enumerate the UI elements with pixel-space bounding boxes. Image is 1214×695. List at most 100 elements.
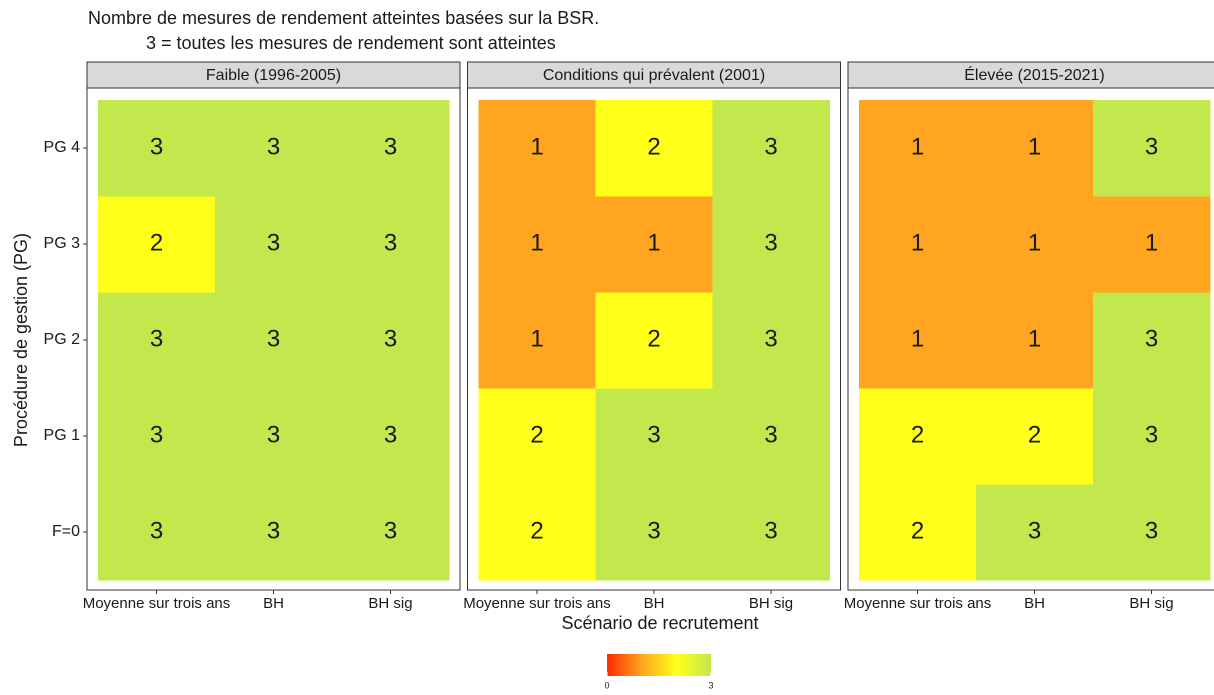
cell-label: 3 <box>150 133 163 160</box>
x-tick-label: Moyenne sur trois ans <box>463 595 611 612</box>
heatmap-cell <box>976 196 1094 293</box>
heatmap-cell <box>595 484 713 581</box>
heatmap-cell <box>215 292 333 389</box>
heatmap-cell <box>1093 484 1211 581</box>
x-tick-label: BH <box>644 595 665 612</box>
cell-label: 1 <box>530 229 543 256</box>
y-axis-title: Procédure de gestion (PG) <box>11 233 31 447</box>
y-tick-label: F=0 <box>52 523 80 540</box>
heatmap-cell <box>98 196 216 293</box>
cell-label: 2 <box>911 421 924 448</box>
cell-label: 3 <box>764 133 777 160</box>
heatmap-cell <box>712 484 830 581</box>
cell-label: 3 <box>647 517 660 544</box>
heatmap-cell <box>332 484 450 581</box>
heatmap-cell <box>478 292 596 389</box>
x-tick-label: Moyenne sur trois ans <box>844 595 992 612</box>
cell-label: 3 <box>267 133 280 160</box>
facet-strip <box>467 61 841 89</box>
heatmap-cell <box>215 196 333 293</box>
heatmap-cell <box>215 388 333 485</box>
facet-label: Conditions qui prévalent (2001) <box>543 67 765 84</box>
heatmap-cell <box>859 100 977 197</box>
cell-label: 3 <box>384 133 397 160</box>
cell-label: 3 <box>150 517 163 544</box>
heatmap-cell <box>98 292 216 389</box>
cell-label: 3 <box>647 421 660 448</box>
cell-label: 3 <box>267 325 280 352</box>
y-tick-label: PG 1 <box>44 427 81 444</box>
cell-label: 2 <box>647 325 660 352</box>
heatmap-cell <box>712 292 830 389</box>
cell-label: 3 <box>150 325 163 352</box>
cell-label: 1 <box>1028 325 1041 352</box>
facet-label: Élevée (2015-2021) <box>964 65 1105 84</box>
cell-label: 2 <box>530 421 543 448</box>
cell-label: 2 <box>1028 421 1041 448</box>
facet-strip <box>86 61 461 89</box>
cell-label: 3 <box>764 517 777 544</box>
colorbar-tick-label: 3 <box>708 680 713 690</box>
heatmap-cell <box>712 388 830 485</box>
cell-label: 1 <box>530 325 543 352</box>
cell-label: 1 <box>1028 229 1041 256</box>
cell-label: 2 <box>150 229 163 256</box>
heatmap-cell <box>712 196 830 293</box>
cell-label: 1 <box>647 229 660 256</box>
cell-label: 3 <box>1145 325 1158 352</box>
heatmap-cell <box>215 100 333 197</box>
heatmap-cell <box>595 292 713 389</box>
cell-label: 3 <box>150 421 163 448</box>
x-tick-label: BH sig <box>749 595 793 612</box>
heatmap-cell <box>976 388 1094 485</box>
heatmap-cell <box>478 484 596 581</box>
colorbar-tick-label: 0 <box>604 680 609 690</box>
heatmap-cell <box>98 100 216 197</box>
cell-label: 3 <box>384 517 397 544</box>
heatmap-cell <box>976 100 1094 197</box>
y-tick-label: PG 2 <box>44 331 81 348</box>
cell-label: 3 <box>1145 517 1158 544</box>
heatmap-cell <box>478 388 596 485</box>
heatmap-cell <box>1093 196 1211 293</box>
x-tick-label: BH sig <box>368 595 412 612</box>
cell-label: 3 <box>267 421 280 448</box>
x-tick-label: BH <box>263 595 284 612</box>
cell-label: 3 <box>764 325 777 352</box>
cell-label: 2 <box>530 517 543 544</box>
cell-label: 3 <box>1145 421 1158 448</box>
heatmap-cell <box>859 484 977 581</box>
heatmap-cell <box>595 100 713 197</box>
y-tick-label: PG 4 <box>44 139 81 156</box>
heatmap-cell <box>595 196 713 293</box>
chart-title: Nombre de mesures de rendement atteintes… <box>88 8 599 28</box>
cell-label: 1 <box>911 133 924 160</box>
cell-label: 1 <box>1028 133 1041 160</box>
colorbar <box>607 654 711 676</box>
cell-label: 1 <box>911 325 924 352</box>
heatmap-cell <box>332 292 450 389</box>
heatmap-cell <box>478 100 596 197</box>
heatmap-cell <box>332 196 450 293</box>
cell-label: 2 <box>647 133 660 160</box>
heatmap-cell <box>478 196 596 293</box>
facet-label: Faible (1996-2005) <box>206 67 341 84</box>
cell-label: 1 <box>1145 229 1158 256</box>
heatmap-cell <box>98 388 216 485</box>
heatmap-cell <box>215 484 333 581</box>
cell-label: 3 <box>1028 517 1041 544</box>
heatmap-cell <box>332 100 450 197</box>
cell-label: 3 <box>764 229 777 256</box>
heatmap-cell <box>1093 388 1211 485</box>
cell-label: 1 <box>911 229 924 256</box>
heatmap-cell <box>976 292 1094 389</box>
heatmap-cell <box>1093 100 1211 197</box>
cell-label: 1 <box>530 133 543 160</box>
cell-label: 3 <box>384 229 397 256</box>
chart-subtitle: 3 = toutes les mesures de rendement sont… <box>146 33 556 53</box>
x-tick-label: BH sig <box>1129 595 1173 612</box>
heatmap-cell <box>595 388 713 485</box>
heatmap-cell <box>1093 292 1211 389</box>
x-axis-title: Scénario de recrutement <box>561 613 758 633</box>
